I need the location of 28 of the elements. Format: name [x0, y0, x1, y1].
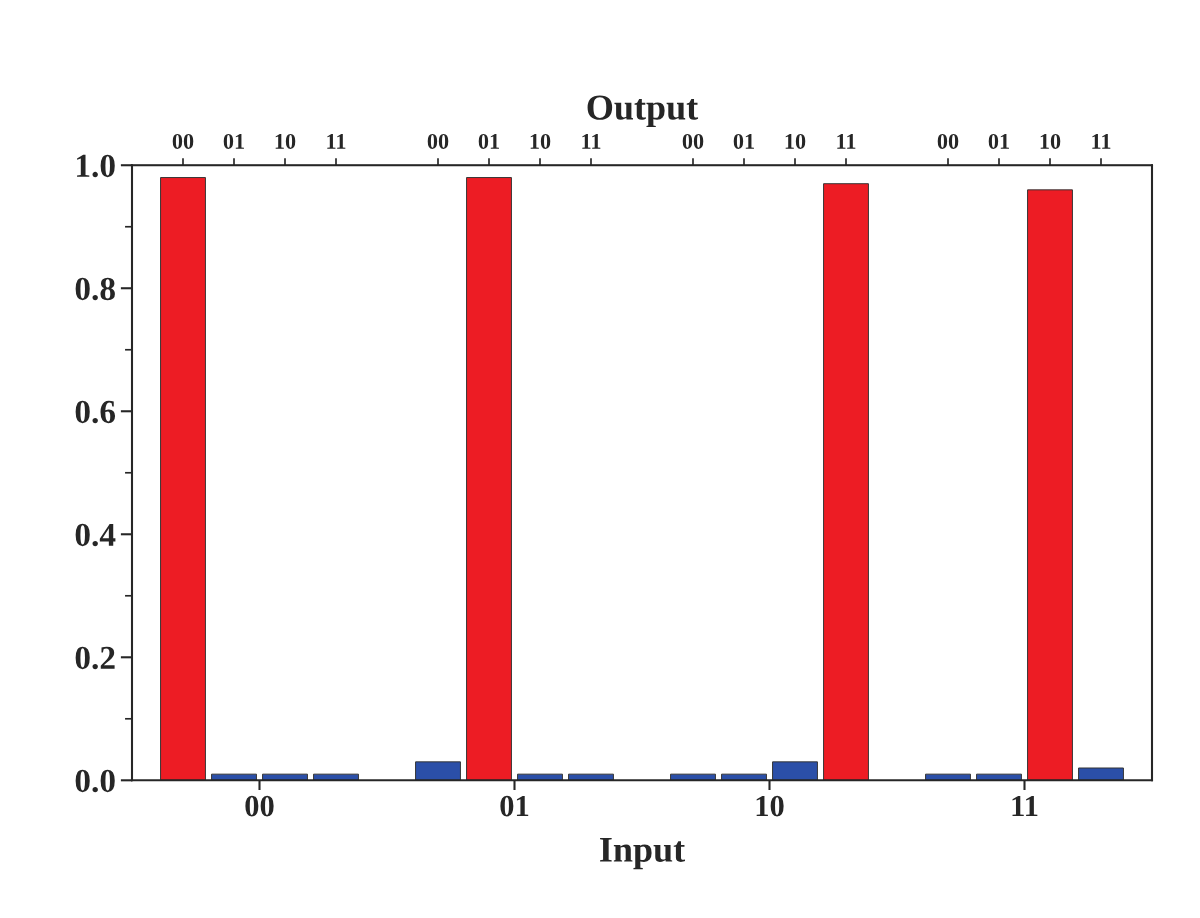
x-tick-label: 01 [500, 795, 529, 817]
category-label: 11 [1092, 134, 1111, 149]
x-tick-label: 10 [756, 795, 784, 817]
series-label: 11 [837, 134, 856, 149]
category-label: 11 [327, 134, 346, 149]
y-tick-label: 0.0 [75, 769, 115, 793]
x-tick-label: 00 [245, 795, 274, 817]
x2-axis-title: Output [587, 95, 699, 128]
y-tick-label: 1.0 [77, 154, 115, 178]
category-label: 00 [682, 133, 704, 149]
text: 11 [582, 134, 601, 149]
x-axis-title: Input [600, 837, 686, 870]
y-tick-label: 0.4 [75, 523, 116, 547]
series-label: 10 [1040, 133, 1061, 149]
text: 10 [530, 133, 551, 149]
category-label: 01 [223, 133, 244, 149]
series-label: 00 [172, 133, 194, 149]
category-label: 10 [275, 133, 296, 149]
text: 00 [427, 133, 449, 149]
category-label: 01 [988, 133, 1009, 149]
y-tick-label: 0.8 [75, 277, 115, 301]
category-label: 01 [733, 133, 754, 149]
series-label: 01 [478, 133, 499, 149]
y-tick-label: 0.6 [75, 400, 116, 424]
category-label: 10 [785, 133, 806, 149]
y-tick-label: 0.2 [75, 646, 115, 670]
category-label: 00 [937, 133, 959, 149]
x-tick-label: 11 [1012, 795, 1038, 817]
